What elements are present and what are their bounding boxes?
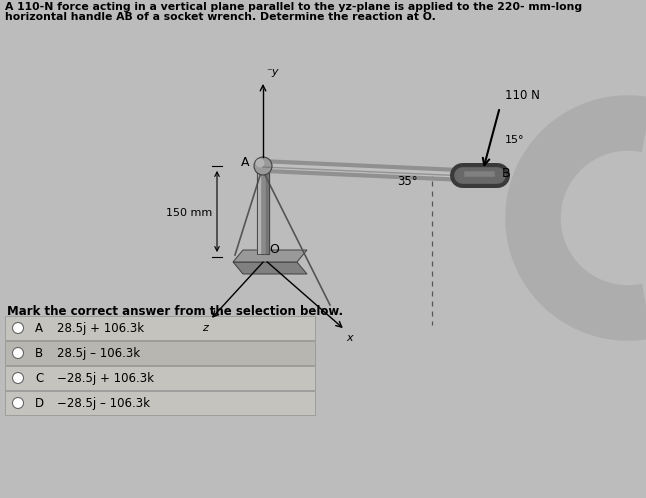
Text: Mark the correct answer from the selection below.: Mark the correct answer from the selecti… (7, 305, 343, 318)
Text: x: x (347, 333, 353, 343)
Text: −28.5j – 106.3k: −28.5j – 106.3k (57, 396, 150, 409)
Text: −28.5j + 106.3k: −28.5j + 106.3k (57, 372, 154, 384)
Text: ⁻y: ⁻y (266, 67, 278, 77)
Text: O: O (269, 243, 279, 256)
Text: C: C (35, 372, 43, 384)
Circle shape (256, 158, 264, 167)
Circle shape (12, 323, 23, 334)
Bar (5, 316, 315, 340)
Bar (5, 341, 315, 365)
Text: 28.5j + 106.3k: 28.5j + 106.3k (57, 322, 144, 335)
Text: B: B (502, 166, 510, 179)
Text: A: A (35, 322, 43, 335)
Circle shape (12, 373, 23, 383)
Text: A 110-N force acting in a vertical plane parallel to the yz-plane is applied to : A 110-N force acting in a vertical plane… (5, 2, 582, 12)
Circle shape (12, 348, 23, 359)
Circle shape (254, 157, 272, 175)
Polygon shape (233, 250, 307, 262)
Text: 150 mm: 150 mm (166, 208, 212, 218)
Polygon shape (233, 262, 307, 274)
Text: 35°: 35° (397, 174, 417, 188)
Text: D: D (35, 396, 44, 409)
Circle shape (12, 397, 23, 408)
Text: B: B (35, 347, 43, 360)
Text: 110 N: 110 N (505, 89, 539, 102)
Bar (5, 391, 315, 415)
Text: 28.5j – 106.3k: 28.5j – 106.3k (57, 347, 140, 360)
Bar (257, 171, 269, 254)
Text: 15°: 15° (505, 135, 525, 145)
Text: z: z (202, 323, 208, 333)
Text: A: A (240, 155, 249, 168)
Text: horizontal handle AB of a socket wrench. Determine the reaction at O.: horizontal handle AB of a socket wrench.… (5, 12, 436, 22)
Bar (5, 366, 315, 390)
